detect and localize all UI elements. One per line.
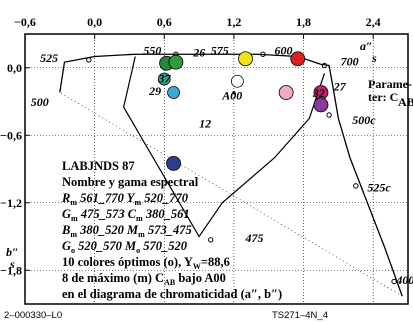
x-tick-label: 1,8 bbox=[296, 15, 311, 29]
colour-point bbox=[168, 54, 184, 70]
locus-label: 525c bbox=[367, 181, 391, 195]
param-label-2: ter: C bbox=[368, 90, 398, 104]
locus-label: 525 bbox=[40, 51, 58, 65]
plot-frame bbox=[24, 33, 409, 305]
locus-label: 400 bbox=[395, 273, 413, 287]
info-line-7: 10 colores óptimos (o), YW=88,6 bbox=[62, 255, 230, 271]
x-axis-label: a″ bbox=[360, 39, 373, 53]
locus-label: 575 bbox=[211, 43, 229, 57]
point-label: A00 bbox=[221, 88, 242, 102]
info-line-6: Go 520_570 Mo 570_520 bbox=[62, 239, 188, 255]
point-label: 32 bbox=[312, 86, 325, 100]
footer-right: TS271–4N_4 bbox=[272, 310, 328, 321]
x-tick-label: 1,2 bbox=[226, 15, 241, 29]
y-tick-label: −1,8 bbox=[0, 263, 22, 277]
colour-point bbox=[167, 86, 180, 99]
y-axis-label: b″ bbox=[6, 245, 19, 259]
locus-labels: 525 550 575 600 700 500 500c 525c 475 400 bbox=[31, 43, 413, 287]
colour-point bbox=[230, 74, 244, 88]
locus-marker bbox=[326, 112, 332, 118]
x-axis-label-sub: s bbox=[371, 51, 377, 65]
point-label: 26 bbox=[192, 46, 205, 60]
x-tick-label: 0,0 bbox=[87, 15, 102, 29]
point-label: 29 bbox=[148, 84, 161, 98]
param-label-sub: AB bbox=[398, 95, 413, 109]
locus-marker bbox=[207, 237, 214, 243]
colour-point bbox=[313, 97, 329, 113]
locus-marker bbox=[353, 183, 359, 189]
x-tick-label: 2,4 bbox=[366, 15, 381, 29]
y-tick-label: −0,6 bbox=[0, 128, 22, 142]
param-label: Parame- bbox=[368, 77, 412, 91]
colour-point bbox=[157, 72, 171, 86]
locus-label: 500 bbox=[31, 95, 49, 109]
x-tick-label: −0,6 bbox=[14, 15, 36, 29]
y-tick-label: −1,2 bbox=[0, 196, 22, 210]
colour-point bbox=[166, 155, 181, 171]
info-line-2: Nombre y gama espectral bbox=[62, 175, 199, 189]
colour-point bbox=[290, 51, 306, 67]
info-line-4: Gm 475_573 Cm 380_561 bbox=[62, 207, 190, 223]
info-line-1: LABJNDS 87 bbox=[62, 159, 135, 173]
locus-label: 500c bbox=[352, 113, 376, 127]
y-axis-label-sub: s bbox=[9, 257, 15, 271]
y-tick-label: 0,0 bbox=[7, 61, 22, 75]
info-line-9: en el diagrama de chromaticidad (a″, b″) bbox=[62, 287, 282, 301]
colour-points bbox=[157, 51, 329, 171]
colour-gamut-line bbox=[123, 56, 326, 238]
footer-left: 2–000330–L0 bbox=[4, 310, 62, 321]
colour-point bbox=[238, 51, 253, 67]
x-tick-label: 0,6 bbox=[157, 15, 172, 29]
locus-label: 550 bbox=[143, 43, 161, 57]
point-label: 12 bbox=[199, 116, 211, 130]
locus-label: 600 bbox=[275, 43, 293, 57]
spectral-locus bbox=[59, 53, 403, 297]
info-line-8: 8 de máximo (m) CAB bajo A00 bbox=[62, 271, 226, 287]
info-line-5: Bm 380_520 Mm 573_475 bbox=[61, 223, 192, 239]
locus-label: 700 bbox=[341, 55, 359, 69]
a00-point bbox=[232, 91, 236, 94]
locus-label: 475 bbox=[245, 231, 264, 245]
point-label: 27 bbox=[333, 79, 347, 93]
info-block: LABJNDS 87 Nombre y gama espectral Rm 56… bbox=[61, 159, 282, 301]
info-line-3: Rm 561_770 Ym 520_770 bbox=[61, 191, 189, 207]
tick-labels: −0,6 0,0 0,6 1,2 1,8 2,4 0,0 −0,6 −1,2 −1,8 bbox=[0, 15, 381, 277]
colour-point bbox=[278, 85, 294, 100]
point-label: 37 bbox=[157, 71, 171, 85]
